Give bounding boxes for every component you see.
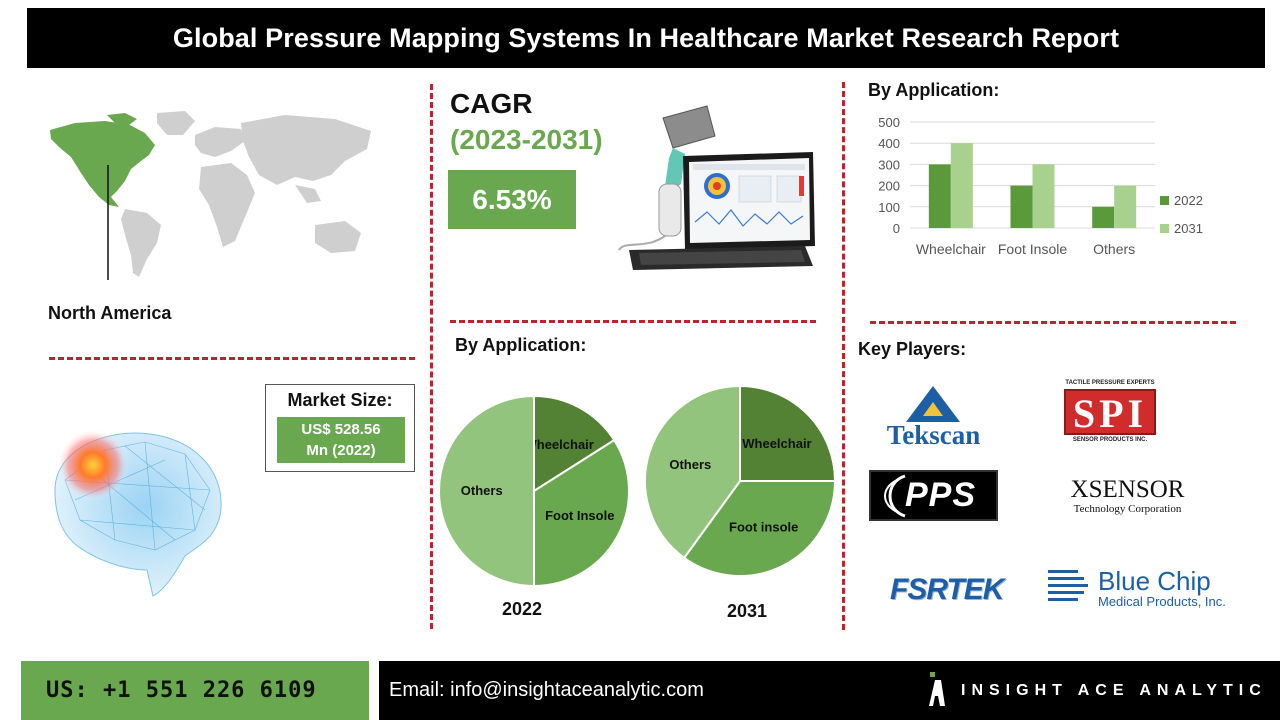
pie-chart-2022: Wheelchair Foot Insole Others bbox=[438, 394, 630, 588]
bar-2022-foot-insole bbox=[1010, 185, 1033, 228]
spi-logo-top-text: TACTILE PRESSURE EXPERTS bbox=[1065, 380, 1155, 386]
bar-legend-swatch-2031 bbox=[1160, 224, 1169, 233]
divider-horizontal-left bbox=[49, 357, 415, 360]
pie-label-wheelchair: Wheelchair bbox=[742, 436, 811, 451]
bluechip-logo: Blue Chip Medical Products, Inc. bbox=[1048, 566, 1238, 612]
tekscan-logo-text: Tekscan bbox=[886, 420, 981, 450]
footer-phone[interactable]: US: +1 551 226 6109 bbox=[46, 678, 317, 703]
bar-legend-label-2022: 2022 bbox=[1174, 193, 1203, 208]
xsensor-logo-text: XSENSOR bbox=[1070, 476, 1185, 503]
market-size-value: US$ 528.56 Mn (2022) bbox=[277, 417, 405, 463]
bar-legend-swatch-2022 bbox=[1160, 196, 1169, 205]
fsrtek-logo-text: FSRTEK bbox=[890, 573, 1004, 606]
bar-2031-wheelchair bbox=[950, 143, 973, 228]
page-title: Global Pressure Mapping Systems In Healt… bbox=[172, 22, 1120, 53]
insightace-logo-icon bbox=[929, 672, 945, 706]
cagr-title: CAGR bbox=[450, 88, 533, 119]
bar-y-tick: 400 bbox=[878, 136, 900, 151]
divider-vertical-right bbox=[842, 82, 845, 630]
world-map-graphic bbox=[50, 111, 371, 280]
tekscan-logo: Tekscan bbox=[876, 384, 991, 450]
pie-section-heading: By Application: bbox=[455, 335, 587, 355]
bar-x-tick: Foot Insole bbox=[998, 241, 1067, 257]
bluechip-stripes-icon bbox=[1048, 570, 1088, 601]
cagr-period: (2023-2031) bbox=[450, 124, 603, 155]
pie-year-2022: 2022 bbox=[502, 599, 543, 619]
pie-slice-others bbox=[438, 394, 535, 588]
footer-brand: INSIGHT ACE ANALYTIC bbox=[961, 682, 1267, 699]
region-label: North America bbox=[48, 303, 172, 323]
pie-label-others: Others bbox=[669, 457, 711, 472]
bar-y-tick: 300 bbox=[878, 157, 900, 172]
bar-chart: 0 100 200 300 400 500 Wheelchair Foot Insole Oth… bbox=[878, 115, 1203, 257]
market-size-value-line2: Mn (2022) bbox=[306, 442, 376, 459]
pps-logo: PPS bbox=[869, 470, 998, 521]
pps-logo-text: PPS bbox=[905, 476, 977, 514]
pie-slice-wheelchair bbox=[533, 394, 616, 493]
pie-year-2031: 2031 bbox=[727, 601, 768, 621]
bluechip-logo-subtext: Medical Products, Inc. bbox=[1098, 594, 1226, 609]
spi-logo-mark: SPI bbox=[1064, 389, 1156, 436]
bar-2022-others bbox=[1092, 206, 1115, 228]
divider-horizontal-right bbox=[870, 321, 1236, 324]
divider-vertical-left bbox=[430, 84, 433, 629]
bar-y-tick: 100 bbox=[878, 200, 900, 215]
brain-graphic bbox=[54, 429, 222, 597]
bar-2031-foot-insole bbox=[1032, 164, 1055, 228]
title-bar: Global Pressure Mapping Systems In Healt… bbox=[27, 8, 1265, 68]
market-size-value-line1: US$ 528.56 bbox=[301, 421, 381, 438]
cagr-value: 6.53% bbox=[448, 170, 576, 229]
bar-2022-wheelchair bbox=[928, 164, 951, 228]
xsensor-logo-subtext: Technology Corporation bbox=[1073, 503, 1182, 515]
pie-slice-others bbox=[644, 384, 741, 560]
pie-label-foot-insole: Foot Insole bbox=[545, 508, 614, 523]
footer-phone-bar: US: +1 551 226 6109 bbox=[21, 661, 369, 720]
pie-chart-2031: Wheelchair Foot insole Others bbox=[644, 384, 837, 577]
pps-arc-icon bbox=[884, 474, 906, 518]
market-size-box: Market Size: US$ 528.56 Mn (2022) bbox=[265, 384, 415, 472]
pie-slice-wheelchair bbox=[739, 384, 837, 482]
footer-contact-bar: Email: info@insightaceanalytic.com INSIG… bbox=[379, 661, 1280, 720]
bar-y-tick: 0 bbox=[893, 221, 900, 236]
bar-2031-others bbox=[1114, 185, 1137, 228]
pie-label-others: Others bbox=[461, 483, 503, 498]
bar-section-heading: By Application: bbox=[868, 80, 1000, 100]
pie-slice-foot-insole bbox=[682, 480, 837, 577]
key-players-heading: Key Players: bbox=[858, 339, 967, 359]
bluechip-logo-text: Blue Chip bbox=[1098, 566, 1211, 596]
spi-logo: TACTILE PRESSURE EXPERTS SPI SENSOR PROD… bbox=[1062, 380, 1158, 446]
market-size-title: Market Size: bbox=[287, 390, 393, 410]
pie-slice-foot-insole bbox=[533, 438, 630, 588]
divider-horizontal-middle bbox=[450, 320, 816, 323]
bar-x-tick: Wheelchair bbox=[916, 241, 986, 257]
fsrtek-logo: FSRTEK bbox=[888, 572, 1020, 608]
pie-label-wheelchair: Wheelchair bbox=[524, 437, 593, 452]
bar-y-tick: 500 bbox=[878, 115, 900, 130]
spi-logo-bottom-text: SENSOR PRODUCTS INC. bbox=[1072, 437, 1148, 443]
bar-y-tick: 200 bbox=[878, 179, 900, 194]
bar-legend-label-2031: 2031 bbox=[1174, 221, 1203, 236]
xsensor-logo: XSENSOR Technology Corporation bbox=[1060, 476, 1195, 518]
footer-email[interactable]: Email: info@insightaceanalytic.com bbox=[389, 679, 704, 701]
bar-x-tick: Others bbox=[1093, 241, 1135, 257]
tekscan-triangle-icon bbox=[906, 386, 960, 422]
pie-label-foot-insole: Foot insole bbox=[729, 520, 798, 535]
pressure-mapping-device-image bbox=[618, 105, 815, 270]
